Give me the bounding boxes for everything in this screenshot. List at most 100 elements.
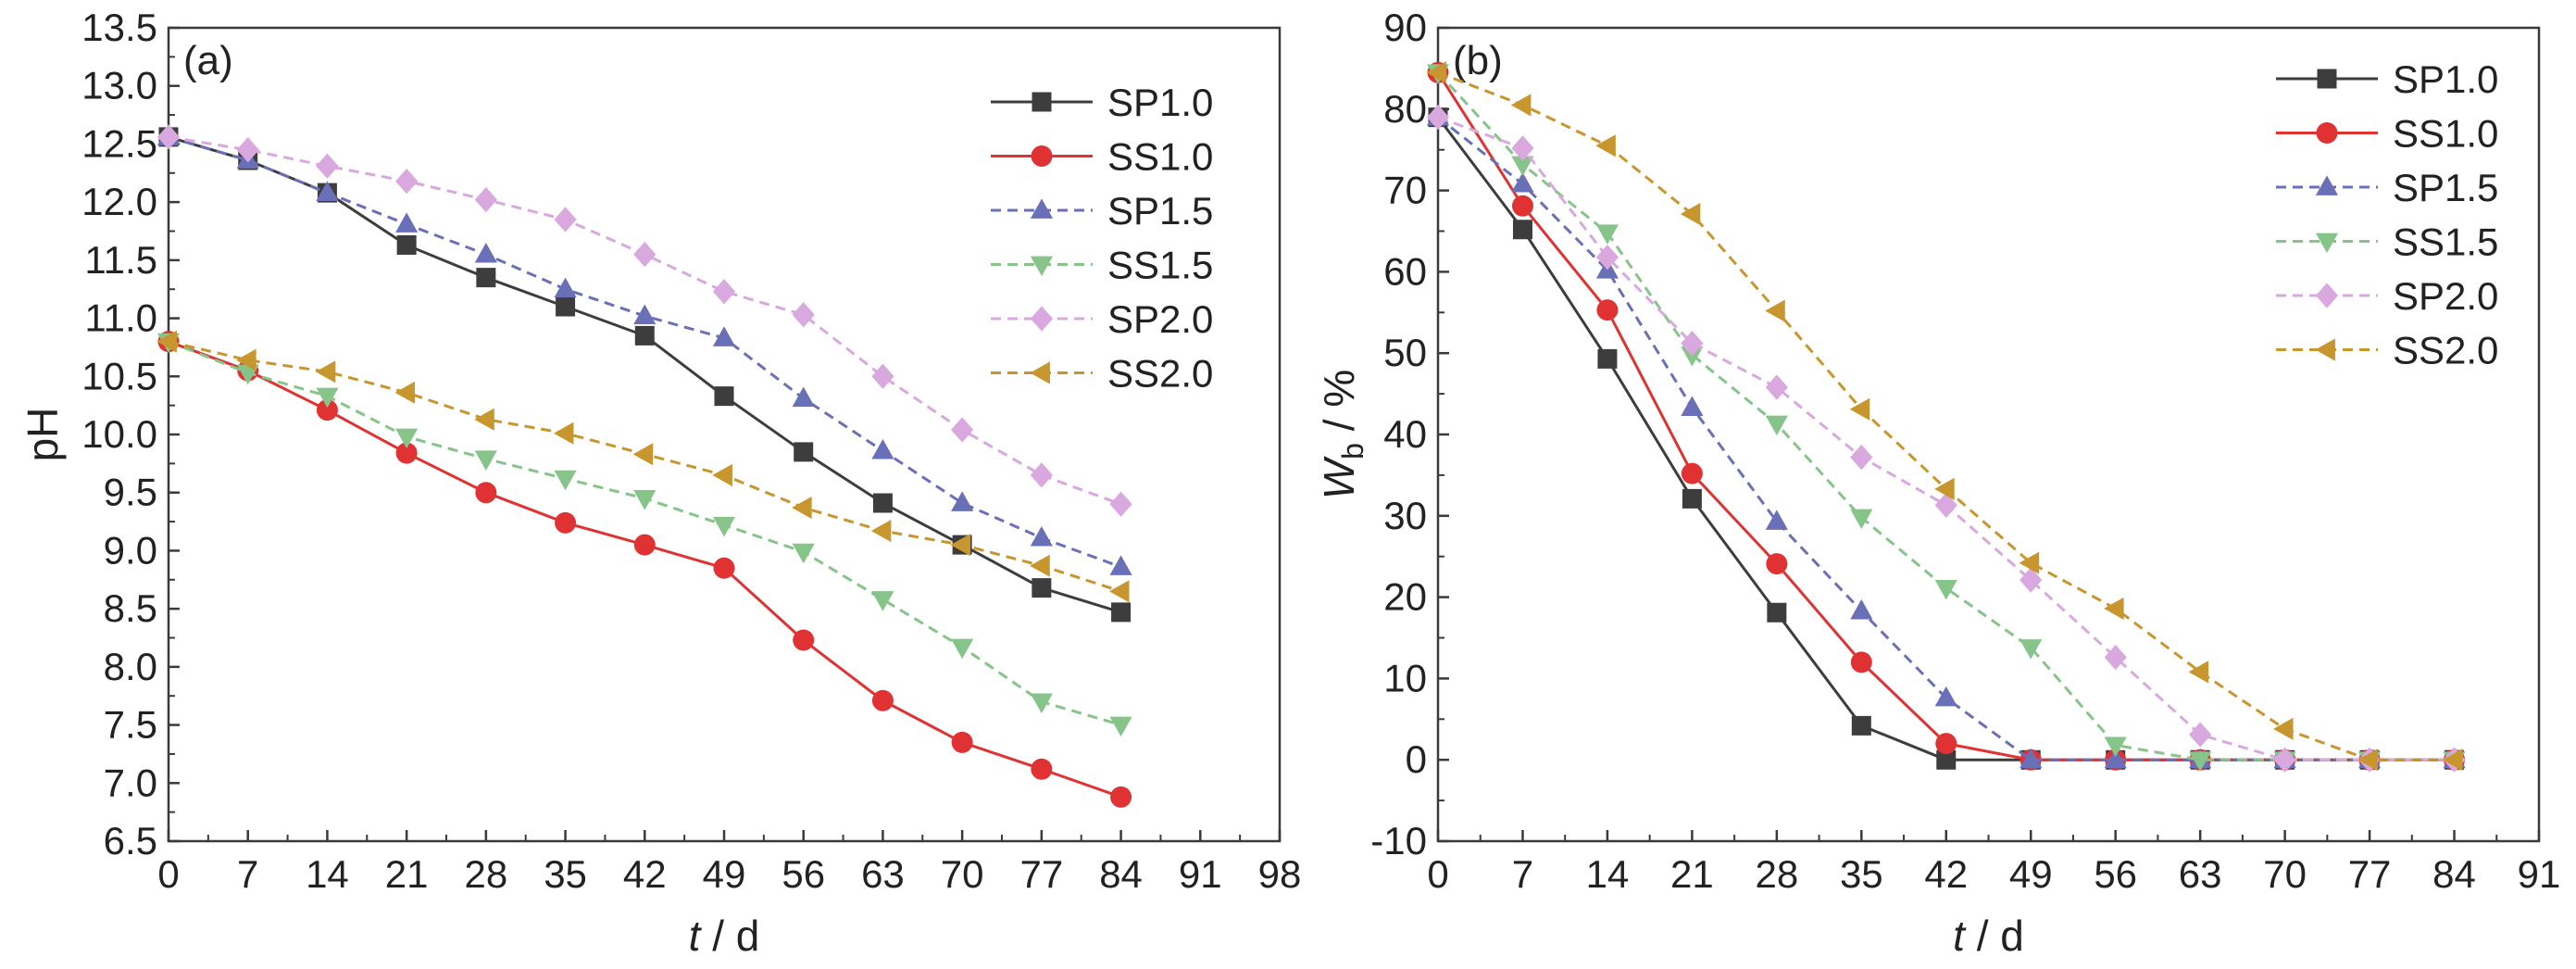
x-tick-label: 77 xyxy=(1019,852,1063,896)
legend-marker xyxy=(2316,122,2338,144)
data-point xyxy=(792,543,815,564)
data-point xyxy=(1682,488,1702,509)
data-point xyxy=(2020,748,2043,769)
data-point xyxy=(2020,639,2043,660)
data-point xyxy=(951,731,973,753)
data-point xyxy=(2273,717,2294,740)
series-line xyxy=(1436,71,2455,761)
data-point xyxy=(1030,526,1053,547)
data-point xyxy=(633,304,657,324)
data-point xyxy=(1511,171,1534,193)
data-point xyxy=(1032,578,1052,598)
data-point xyxy=(1426,61,1446,84)
data-point xyxy=(1765,510,1788,530)
y-tick-label: 8.0 xyxy=(104,645,157,688)
series-line xyxy=(1436,116,2455,761)
data-point xyxy=(1934,686,1957,707)
series-SP1.5 xyxy=(1426,105,2466,769)
data-point xyxy=(554,277,577,298)
y-tick-label: 70 xyxy=(1383,169,1427,212)
data-point xyxy=(634,325,655,346)
data-point xyxy=(396,235,417,256)
series-SS1.5 xyxy=(1426,64,2466,772)
x-tick-label: 14 xyxy=(1586,852,1630,896)
y-tick-label: 10 xyxy=(1383,656,1427,699)
data-point xyxy=(474,450,497,471)
data-point xyxy=(2019,551,2040,574)
data-point xyxy=(951,638,974,660)
data-point xyxy=(1595,224,1619,245)
x-tick-label: 84 xyxy=(2432,852,2476,896)
panel-label: (a) xyxy=(183,38,233,83)
y-tick-label: 11.5 xyxy=(84,238,157,282)
y-tick-label: 0 xyxy=(1406,737,1427,781)
data-point xyxy=(633,241,657,268)
x-tick-label: 63 xyxy=(2179,852,2222,896)
data-point xyxy=(871,591,894,611)
y-tick-label: 7.5 xyxy=(104,703,157,747)
data-point xyxy=(2357,749,2379,772)
series-SS2.0 xyxy=(156,330,1130,603)
y-tick-label: 13.0 xyxy=(81,64,157,107)
x-tick-label: 84 xyxy=(1099,852,1143,896)
series-SS1.5 xyxy=(156,333,1132,737)
data-point xyxy=(1109,555,1132,575)
data-point xyxy=(871,689,894,711)
data-point xyxy=(1511,135,1534,161)
data-point xyxy=(1934,477,1955,500)
x-axis-title: t / d xyxy=(1953,912,2024,960)
data-point xyxy=(1767,602,1787,623)
data-point xyxy=(1109,491,1132,517)
data-point xyxy=(2104,748,2127,769)
data-point xyxy=(1111,602,1132,623)
x-tick-label: 42 xyxy=(1924,852,1968,896)
x-tick-label: 42 xyxy=(623,852,667,896)
x-tick-label: 63 xyxy=(861,852,905,896)
data-point xyxy=(395,442,418,464)
y-tick-label: 12.0 xyxy=(81,180,157,223)
series-SS1.0 xyxy=(157,331,1132,808)
data-point xyxy=(794,442,814,462)
data-point xyxy=(1766,553,1788,575)
data-point xyxy=(474,242,497,263)
data-point xyxy=(951,491,974,511)
legend-marker xyxy=(2317,69,2337,89)
data-point xyxy=(1934,492,1957,519)
data-point xyxy=(475,482,497,504)
legend-label: SS1.0 xyxy=(1107,135,1213,179)
data-point xyxy=(871,363,894,389)
data-point xyxy=(1426,104,1450,131)
series-SP1.0 xyxy=(1428,107,2465,770)
data-point xyxy=(951,417,974,443)
y-tick-label: 20 xyxy=(1383,575,1427,619)
y-tick-label: 60 xyxy=(1383,249,1427,293)
y-tick-label: 9.5 xyxy=(104,471,157,514)
data-point xyxy=(2189,751,2212,772)
data-point xyxy=(236,348,256,371)
legend-label: SS1.5 xyxy=(1107,244,1213,287)
data-point xyxy=(1765,299,1785,322)
data-point xyxy=(713,557,735,579)
data-point xyxy=(1596,299,1619,321)
x-tick-label: 21 xyxy=(385,852,429,896)
data-point xyxy=(1765,374,1788,400)
data-point xyxy=(632,443,654,466)
panel-label: (b) xyxy=(1453,38,1503,83)
data-point xyxy=(474,186,497,213)
legend: SP1.0 SS1.0 SP1.5 SS1.5 SP2.0 SS2.0 xyxy=(2276,57,2498,372)
legend-label: SS2.0 xyxy=(1107,352,1213,396)
data-point xyxy=(1030,693,1053,714)
data-point xyxy=(1850,509,1873,530)
data-point xyxy=(1681,331,1704,357)
series-line xyxy=(168,340,1122,799)
legend-marker xyxy=(1030,306,1054,332)
data-point xyxy=(712,326,736,346)
x-tick-label: 98 xyxy=(1258,852,1302,896)
series-SP2.0 xyxy=(1426,104,2466,773)
legend-label: SP1.5 xyxy=(1107,189,1213,233)
data-point xyxy=(1851,715,1871,736)
series-line xyxy=(1437,116,2455,761)
data-point xyxy=(1765,415,1788,436)
data-point xyxy=(1511,195,1533,217)
data-point xyxy=(1109,716,1132,737)
